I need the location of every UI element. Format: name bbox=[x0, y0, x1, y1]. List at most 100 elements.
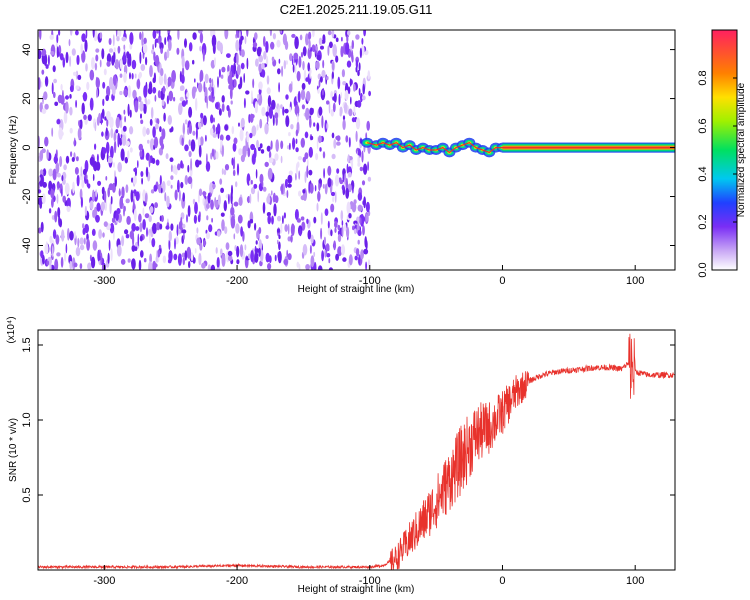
noise-blob bbox=[65, 95, 69, 100]
noise-blob bbox=[230, 215, 236, 229]
noise-blob bbox=[139, 31, 142, 40]
noise-blob bbox=[217, 194, 221, 206]
noise-blob bbox=[171, 70, 177, 83]
noise-blob bbox=[233, 137, 238, 145]
noise-blob bbox=[227, 64, 230, 74]
noise-blob bbox=[170, 126, 174, 132]
noise-blob bbox=[209, 77, 212, 84]
noise-blob bbox=[142, 219, 146, 230]
noise-blob bbox=[54, 101, 59, 107]
noise-blob bbox=[74, 167, 79, 175]
noise-blob bbox=[131, 223, 136, 232]
noise-blob bbox=[322, 151, 326, 159]
noise-blob bbox=[137, 233, 140, 247]
noise-blob bbox=[350, 96, 352, 105]
noise-blob bbox=[253, 183, 258, 189]
noise-blob bbox=[288, 170, 293, 176]
noise-blob bbox=[232, 142, 237, 152]
noise-blob bbox=[311, 44, 316, 52]
noise-blob bbox=[261, 62, 265, 70]
noise-blob bbox=[56, 119, 61, 125]
noise-blob bbox=[138, 143, 143, 151]
noise-blob bbox=[231, 157, 234, 166]
noise-blob bbox=[346, 226, 350, 238]
colorbar-tick-label: 0.8 bbox=[697, 70, 709, 85]
noise-blob bbox=[134, 73, 137, 79]
noise-blob bbox=[278, 241, 281, 251]
noise-blob bbox=[331, 61, 335, 71]
noise-blob bbox=[346, 201, 351, 215]
noise-blob bbox=[261, 106, 266, 117]
noise-blob bbox=[314, 185, 317, 192]
noise-blob bbox=[347, 154, 350, 164]
noise-blob bbox=[190, 139, 196, 152]
noise-blob bbox=[115, 116, 121, 129]
noise-blob bbox=[267, 214, 272, 225]
noise-blob bbox=[133, 175, 137, 185]
noise-blob bbox=[166, 49, 170, 59]
noise-blob bbox=[313, 261, 317, 270]
noise-blob bbox=[138, 259, 142, 270]
noise-blob bbox=[121, 36, 127, 42]
noise-blob bbox=[261, 181, 264, 188]
noise-blob bbox=[357, 155, 361, 165]
noise-blob bbox=[159, 223, 163, 230]
noise-blob bbox=[258, 247, 261, 257]
noise-blob bbox=[304, 131, 309, 139]
noise-blob bbox=[244, 36, 247, 45]
noise-blob bbox=[63, 164, 67, 171]
noise-blob bbox=[159, 175, 162, 186]
noise-blob bbox=[221, 168, 224, 175]
noise-blob bbox=[293, 52, 299, 60]
noise-blob bbox=[351, 117, 356, 123]
noise-blob bbox=[250, 143, 256, 151]
noise-blob bbox=[184, 90, 187, 95]
noise-blob bbox=[331, 71, 334, 80]
noise-blob bbox=[353, 199, 357, 205]
noise-blob bbox=[284, 224, 289, 232]
noise-blob bbox=[101, 48, 105, 60]
noise-blob bbox=[40, 250, 44, 259]
noise-blob bbox=[340, 45, 344, 58]
noise-blob bbox=[46, 260, 50, 266]
noise-blob bbox=[266, 195, 271, 204]
noise-blob bbox=[271, 99, 276, 110]
noise-blob bbox=[71, 157, 75, 162]
noise-blob bbox=[341, 36, 343, 42]
noise-blob bbox=[196, 227, 199, 234]
noise-blob bbox=[116, 36, 120, 42]
noise-blob bbox=[139, 235, 143, 242]
noise-blob bbox=[357, 192, 363, 201]
noise-blob bbox=[155, 123, 159, 130]
noise-blob bbox=[220, 212, 225, 217]
noise-blob bbox=[170, 175, 174, 180]
noise-blob bbox=[89, 156, 95, 166]
noise-blob bbox=[337, 224, 341, 231]
noise-blob bbox=[249, 193, 252, 204]
noise-blob bbox=[158, 244, 162, 249]
noise-blob bbox=[140, 64, 146, 71]
noise-blob bbox=[330, 229, 333, 237]
noise-blob bbox=[334, 191, 337, 203]
noise-blob bbox=[355, 34, 360, 40]
noise-blob bbox=[162, 255, 167, 264]
noise-blob bbox=[348, 108, 353, 117]
noise-blob bbox=[292, 137, 296, 150]
noise-blob bbox=[53, 155, 58, 164]
noise-blob bbox=[49, 235, 53, 244]
noise-blob bbox=[111, 85, 116, 96]
noise-blob bbox=[231, 202, 234, 215]
noise-blob bbox=[362, 225, 365, 236]
noise-blob bbox=[302, 244, 308, 256]
noise-blob bbox=[182, 257, 185, 266]
noise-blob bbox=[357, 229, 362, 237]
noise-blob bbox=[40, 81, 43, 88]
noise-blob bbox=[278, 58, 281, 64]
noise-blob bbox=[221, 145, 224, 157]
noise-blob bbox=[221, 95, 225, 103]
noise-blob bbox=[334, 220, 338, 229]
noise-blob bbox=[111, 55, 115, 66]
noise-blob bbox=[85, 63, 88, 72]
noise-blob bbox=[215, 102, 219, 110]
noise-blob bbox=[292, 64, 295, 73]
